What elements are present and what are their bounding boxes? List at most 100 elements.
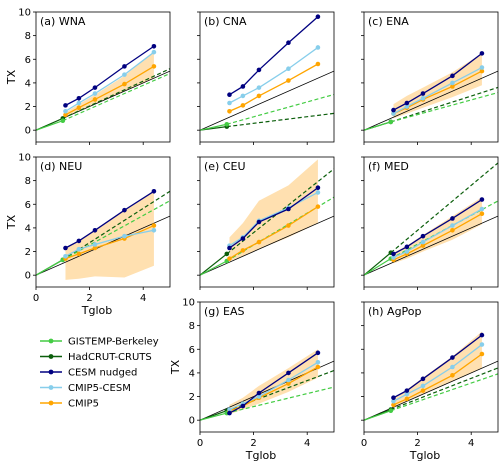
cmip5cesm-point [450,364,455,370]
cmip5-point [240,248,246,253]
cesm-point [240,403,246,409]
y-tick-label: 10 [182,298,195,309]
y-tick-label: 2 [189,392,195,403]
cmip5cesm-point [92,242,98,247]
cesm-point [286,370,291,376]
cmip5-point [286,381,291,386]
cesm-point [76,238,82,244]
y-tick-label: 8 [189,321,195,332]
cesm-point [256,67,262,73]
cesm-point [404,100,410,106]
cmip5-point [227,108,232,114]
one-to-one-line [364,70,498,131]
cesm-point [479,197,485,202]
cmip5cesm-point [420,383,426,389]
panel-title: (a) WNA [40,15,86,28]
cesm-point [151,188,157,194]
plot-area [200,14,334,131]
one-to-one-line [364,215,498,276]
panel-1: (b) CNA [197,11,335,145]
cmip5cesm-point [315,359,321,365]
cmip5-point [420,243,426,248]
cesm-point [227,245,232,251]
y-tick-label: 2 [25,247,31,258]
cmip5cesm-point [122,72,127,77]
cmip5cesm-point [450,223,455,228]
cesm-point [315,185,321,191]
cesm-point [256,390,262,396]
cmip5-point [286,78,291,83]
legend-swatch-marker [48,400,54,406]
y-tick-label: 0 [25,126,31,137]
cmip5cesm-point [151,49,157,55]
hadcrut-line [200,253,228,276]
y-tick-label: 4 [25,223,31,234]
cesm-point [286,206,291,212]
cesm-point [63,245,68,251]
panel-title: (d) NEU [40,160,82,173]
y-tick-label: 8 [25,176,31,187]
cesm-point [315,350,321,356]
y-tick-label: 6 [189,345,195,356]
cmip5cesm-point [404,249,410,254]
cmip5-point [122,81,127,87]
axes-frame [363,301,499,433]
y-tick-label: 4 [25,78,31,89]
cesm-point [479,332,485,338]
cesm-point [404,244,410,250]
gistemp-point [60,118,66,124]
cmip5cesm-point [420,95,426,101]
cmip5cesm-point [122,233,127,239]
y-tick-label: 0 [189,416,195,427]
cesm-point [391,107,396,113]
gistemp-line [364,258,392,276]
axes-frame [35,11,171,143]
cesm-point [227,92,232,98]
legend-item: GISTEMP-Berkeley [40,337,159,348]
panel-title: (c) ENA [368,15,409,28]
y-tick-label: 6 [25,55,31,66]
cesm-point [240,236,246,241]
cesm-point [450,216,455,221]
cmip5cesm-point [479,206,485,212]
cmip5-point [151,64,157,69]
cmip5cesm-point [315,190,321,195]
gistemp-trend [226,386,334,414]
panel-title: (b) CNA [204,15,247,28]
cmip5cesm-point [420,239,426,245]
cesm-point [122,64,127,69]
gistemp-point [388,408,394,414]
cmip5cesm-point [63,108,68,114]
one-to-one-line [364,360,498,421]
y-tick-label: 10 [18,8,31,19]
x-tick-label: 0 [361,438,367,449]
cesm-point [63,103,68,108]
y-tick-label: 6 [25,200,31,211]
cmip5-point [315,61,321,67]
panels: 0 2 4 6 8 10 (a) WNA TX (b) CNA (c) ENA 0 2 4 6 8 10 0 2 4… [5,8,499,462]
legend-item: CMIP5 [40,399,99,410]
y-tick-label: 4 [189,368,195,379]
legend-label: GISTEMP-Berkeley [68,337,159,348]
cmip5-point [286,223,291,228]
cesm-point [92,85,98,90]
axes-frame [199,11,335,143]
legend-item: HadCRUT-CRUTS [40,352,152,363]
panel-3: 0 2 4 6 8 10 0 2 4 (d) NEU Tglob TX [5,153,171,317]
cesm-point [92,227,98,233]
gistemp-line [200,260,228,276]
legend-label: CMIP5-CESM [68,383,131,394]
x-tick-label: 4 [140,293,146,304]
hadcrut-trend [390,86,498,123]
panel-title: (g) EAS [204,305,245,318]
cmip5cesm-point [391,398,396,404]
legend-swatch-marker [48,354,54,359]
panel-6: 0 2 4 6 8 10 0 2 4 (g) EAS Tglob TX [169,298,335,462]
cmip5cesm-point [240,93,246,99]
cmip5-point [76,251,82,257]
panel-title: (h) AgPop [368,305,422,318]
cmip5-point [479,351,485,357]
one-to-one-line [200,70,334,131]
x-tick-label: 2 [86,293,92,304]
uncertainty-band [229,159,318,261]
